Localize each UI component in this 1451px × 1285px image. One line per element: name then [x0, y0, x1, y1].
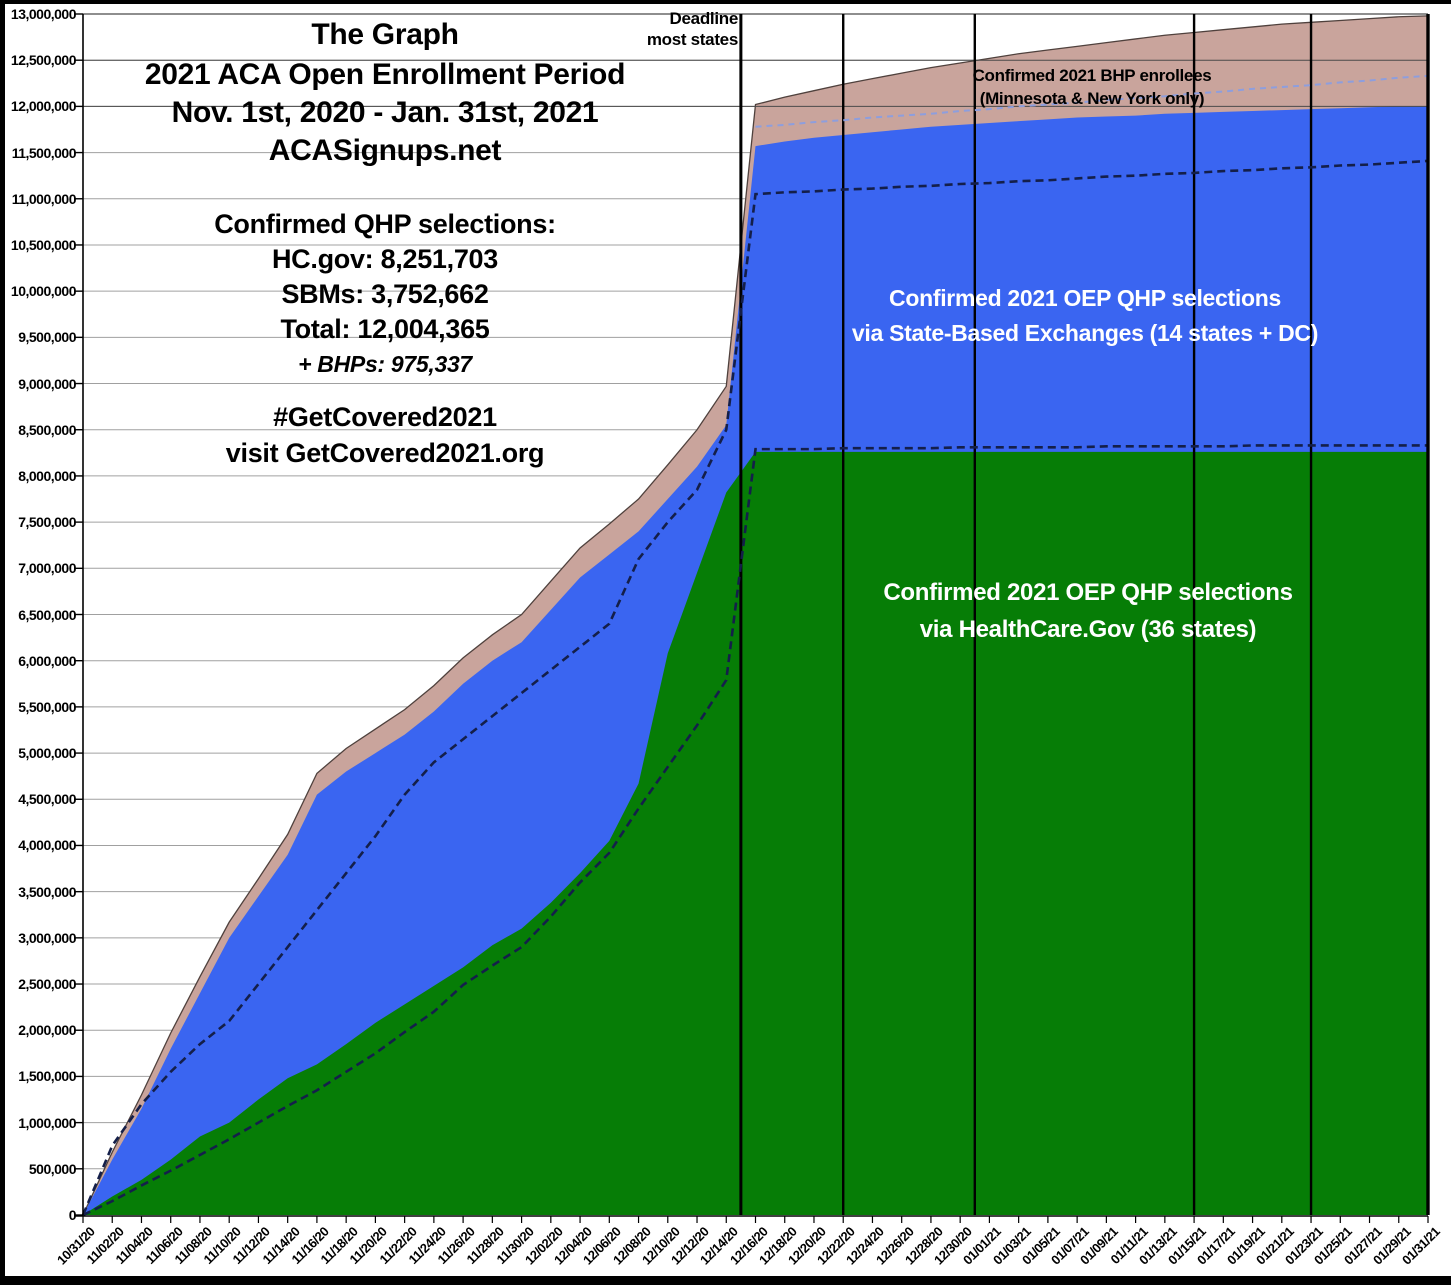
- y-tick-label: 2,000,000: [18, 1022, 76, 1039]
- sbm-area-label-line1: Confirmed 2021 OEP QHP selections: [889, 285, 1281, 311]
- y-tick-label: 7,500,000: [18, 514, 76, 531]
- y-tick-label: 1,000,000: [18, 1114, 76, 1131]
- chart-subtitle-dates: Nov. 1st, 2020 - Jan. 31st, 2021: [171, 96, 599, 129]
- window-border-top: [0, 0, 1451, 4]
- y-tick-label: 11,500,000: [11, 144, 77, 161]
- y-tick-label: 8,500,000: [18, 421, 76, 438]
- dashed-periwinkle-bhp: [755, 74, 1429, 128]
- y-tick-label: 10,000,000: [10, 283, 77, 300]
- hcgov-area-label-line1: Confirmed 2021 OEP QHP selections: [883, 579, 1293, 606]
- getcovered-url: visit GetCovered2021.org: [225, 438, 545, 468]
- y-tick-label: 5,000,000: [18, 745, 76, 762]
- deadline-annotation-line2: most states: [646, 30, 738, 49]
- y-tick-label: 12,500,000: [10, 52, 77, 69]
- stats-total: Total: 12,004,365: [280, 314, 490, 344]
- hashtag-getcovered: #GetCovered2021: [273, 402, 497, 432]
- bhp-area-label-line2: (Minnesota & New York only): [979, 89, 1205, 108]
- sbm-area-label-line2: via State-Based Exchanges (14 states + D…: [851, 320, 1319, 346]
- hcgov-area-label-line2: via HealthCare.Gov (36 states): [919, 616, 1257, 643]
- y-tick-label: 8,000,000: [18, 467, 76, 484]
- y-tick-label: 9,500,000: [18, 329, 76, 346]
- stats-hcgov: HC.gov: 8,251,703: [271, 244, 498, 274]
- y-tick-label: 6,500,000: [18, 606, 76, 623]
- site-name: ACASignups.net: [268, 134, 502, 167]
- bhp-area-top-edge: [82, 15, 1429, 1216]
- y-tick-label: 5,500,000: [18, 698, 76, 715]
- chart-title: The Graph: [311, 18, 459, 51]
- y-tick-label: 9,000,000: [18, 375, 76, 392]
- y-tick-label: 1,500,000: [18, 1068, 76, 1085]
- bhp-area-label-line1: Confirmed 2021 BHP enrollees: [972, 66, 1212, 85]
- y-tick-label: 6,000,000: [18, 652, 76, 669]
- y-tick-label: 11,000,000: [11, 190, 77, 207]
- y-tick-label: 4,500,000: [18, 791, 76, 808]
- y-tick-label: 12,000,000: [10, 98, 77, 115]
- y-tick-label: 13,000,000: [10, 6, 77, 22]
- y-tick-label: 10,500,000: [10, 236, 77, 253]
- dashed-navy-upper: [81, 159, 1429, 1216]
- hcgov-area: [83, 451, 1428, 1215]
- y-tick-label: 4,000,000: [18, 837, 76, 854]
- y-tick-label: 0: [68, 1207, 77, 1223]
- y-tick-label: 2,500,000: [18, 976, 76, 993]
- stats-heading: Confirmed QHP selections:: [214, 209, 556, 239]
- deadline-annotation-line1: Deadline: [669, 9, 739, 28]
- dashed-navy-lower: [82, 444, 1428, 1217]
- y-tick-label: 3,500,000: [18, 883, 76, 900]
- y-tick-label: 3,000,000: [18, 929, 76, 946]
- y-tick-label: 7,000,000: [18, 560, 76, 577]
- chart-subtitle-period: 2021 ACA Open Enrollment Period: [144, 58, 626, 91]
- stats-sbms: SBMs: 3,752,662: [281, 279, 489, 309]
- window-border-left: [0, 0, 5, 1285]
- window-border-bottom: [0, 1276, 1451, 1285]
- stats-bhps: + BHPs: 975,337: [298, 351, 472, 377]
- y-tick-label: 500,000: [28, 1160, 77, 1177]
